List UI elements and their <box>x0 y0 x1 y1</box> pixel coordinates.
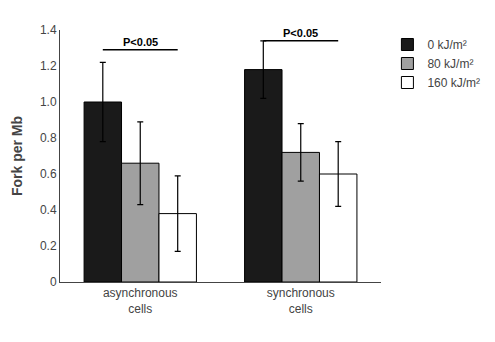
svg-text:1.4: 1.4 <box>40 23 57 37</box>
svg-text:0.4: 0.4 <box>40 203 57 217</box>
svg-text:1.2: 1.2 <box>40 59 57 73</box>
svg-text:0.2: 0.2 <box>40 239 57 253</box>
svg-text:0.6: 0.6 <box>40 167 57 181</box>
svg-text:0 kJ/m²: 0 kJ/m² <box>427 38 466 52</box>
svg-text:Fork per Mb: Fork per Mb <box>9 116 25 196</box>
svg-text:0: 0 <box>50 275 57 289</box>
svg-text:P<0.05: P<0.05 <box>283 27 318 39</box>
svg-text:160 kJ/m²: 160 kJ/m² <box>427 76 480 90</box>
svg-text:0.8: 0.8 <box>40 131 57 145</box>
svg-text:synchronouscells: synchronouscells <box>267 286 335 316</box>
svg-text:asynchronouscells: asynchronouscells <box>103 286 178 316</box>
svg-text:P<0.05: P<0.05 <box>123 36 158 48</box>
svg-text:80 kJ/m²: 80 kJ/m² <box>427 57 473 71</box>
svg-text:1.0: 1.0 <box>40 95 57 109</box>
